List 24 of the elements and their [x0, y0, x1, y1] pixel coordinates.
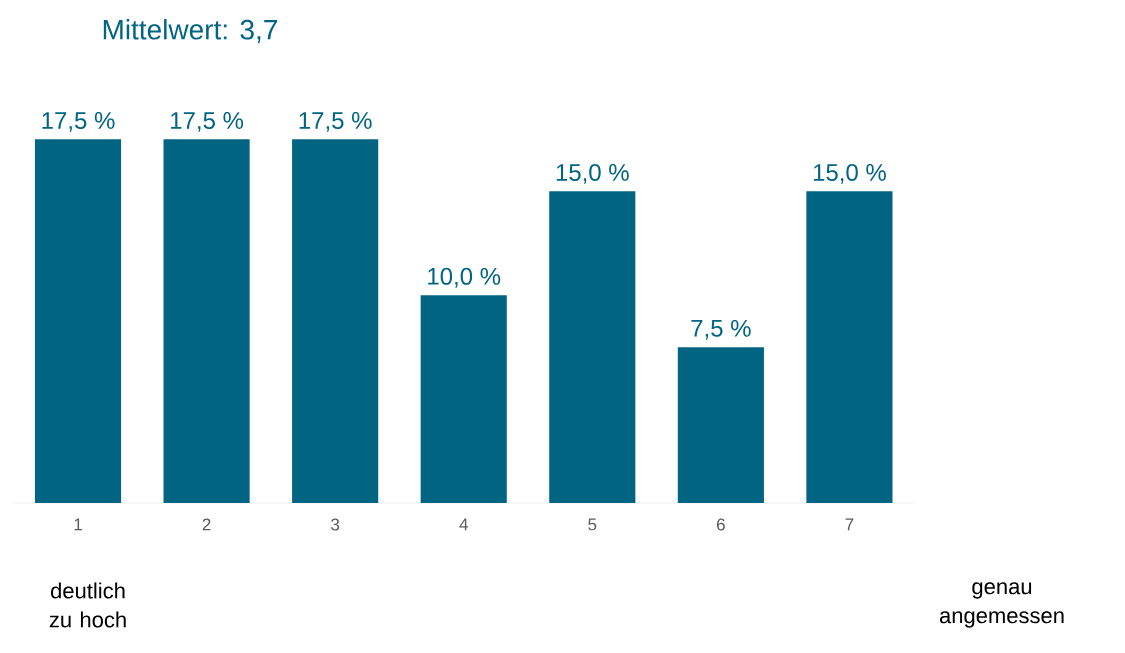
data-label: 15,0 %: [813, 163, 886, 184]
bar: [34, 139, 122, 503]
bar: [549, 191, 636, 503]
bar: [292, 139, 379, 503]
bar: [806, 191, 893, 503]
data-label: 17,5 %: [42, 112, 115, 132]
x-tick-label: 6: [717, 518, 725, 531]
bar: [420, 295, 507, 503]
x-tick-label: 3: [331, 518, 340, 531]
bar: [163, 139, 250, 503]
text: genau angemessen: [939, 582, 1064, 628]
x-tick-label: 4: [459, 518, 468, 531]
text: deutlich zu hoch: [49, 582, 126, 628]
data-label: 7,5 %: [691, 319, 751, 340]
chart-title: Mittelwert: 3,7: [103, 19, 277, 43]
data-label: 17,5 %: [171, 112, 244, 132]
x-tick-label: 5: [588, 518, 597, 531]
bar: [677, 347, 764, 503]
x-tick-label: 7: [845, 518, 854, 531]
data-label: 15,0 %: [556, 163, 629, 184]
x-tick-label: 1: [74, 518, 82, 531]
data-label: 10,0 %: [428, 267, 501, 288]
data-label: 17,5 %: [299, 112, 372, 132]
x-tick-label: 2: [202, 518, 211, 531]
